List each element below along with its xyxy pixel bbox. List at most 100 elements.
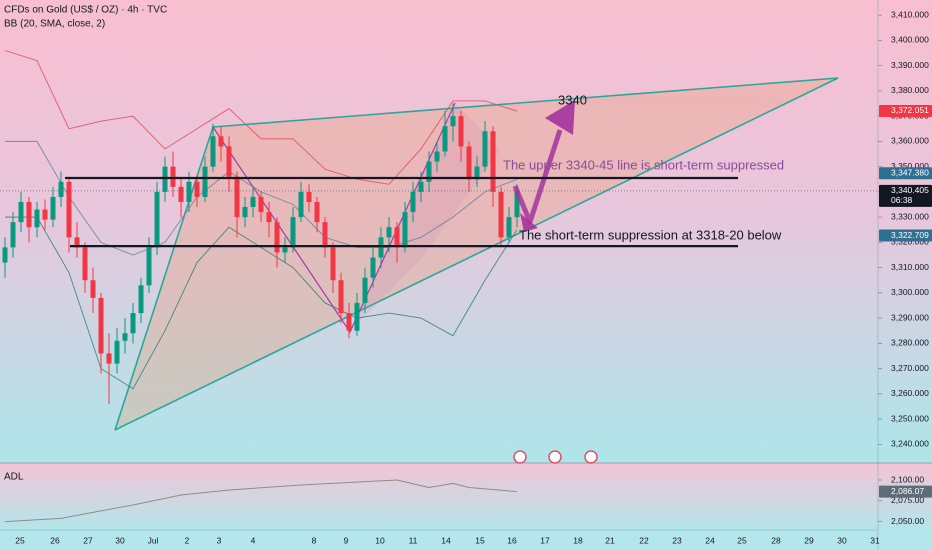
- adl-pane: [0, 463, 932, 530]
- y-tick-label: 3,350.000: [891, 161, 929, 171]
- bollinger-band: [5, 216, 518, 390]
- candle-body: [98, 297, 104, 354]
- x-tick-label: 4: [251, 535, 256, 545]
- candle-body: [402, 212, 408, 248]
- wedge-lower: [114, 77, 839, 431]
- candle-body: [266, 212, 272, 223]
- candle-body: [138, 285, 144, 314]
- candle-body: [218, 136, 224, 147]
- candle-body: [378, 237, 384, 258]
- candle-body: [146, 247, 152, 286]
- candle-body: [370, 257, 376, 278]
- candle-body: [66, 181, 72, 238]
- candle-body: [170, 166, 176, 187]
- y-tick-label: 3,300.000: [891, 287, 929, 297]
- bollinger-band: [4, 50, 518, 185]
- candle-body: [90, 280, 96, 298]
- adl-tick-label: 2,075.00: [891, 495, 924, 505]
- x-tick-label: 31: [870, 535, 880, 545]
- candle-body: [282, 247, 288, 253]
- candle-body: [186, 181, 192, 202]
- x-tick-label: Jul: [148, 535, 159, 545]
- candle-body: [34, 209, 40, 228]
- y-tick-label: 3,400.000: [891, 35, 929, 45]
- candle-body: [10, 222, 16, 248]
- y-tick-label: 3,380.000: [891, 85, 929, 95]
- candle-body: [226, 146, 232, 177]
- adl-tick-label: 2,050.00: [891, 516, 924, 526]
- candle-body: [178, 186, 184, 202]
- plot: [2, 50, 520, 404]
- y-tick-label: 3,360.000: [891, 136, 929, 146]
- price-label-box: [879, 184, 932, 207]
- candle-body: [234, 176, 240, 218]
- annotation: 3340: [558, 92, 587, 107]
- y-tick-label: 3,240.000: [891, 439, 929, 449]
- price-label-box: [879, 104, 932, 117]
- x-tick-label: 21: [605, 535, 615, 545]
- candle-body: [50, 196, 56, 220]
- candle-body: [210, 136, 216, 167]
- candle-body: [130, 313, 136, 334]
- candle-body: [346, 313, 352, 331]
- candle-body: [482, 131, 488, 167]
- candle-body: [274, 222, 280, 253]
- zigzag: [212, 102, 456, 334]
- y-tick-label: 3,270.000: [891, 363, 929, 373]
- x-tick-label: 14: [441, 535, 451, 545]
- candle-body: [202, 166, 208, 197]
- y-tick-label: 3,330.000: [891, 211, 929, 221]
- candle-body: [466, 146, 472, 180]
- candle-body: [450, 116, 456, 127]
- candle-body: [474, 166, 480, 180]
- candle-body: [42, 209, 48, 220]
- countdown: 06:38: [891, 195, 913, 205]
- candle-body: [74, 237, 80, 248]
- y-tick-label: 3,250.000: [891, 413, 929, 423]
- x-tick-label: 18: [573, 535, 583, 545]
- y-tick-label: 3,280.000: [891, 338, 929, 348]
- y-tick-label: 3,310.000: [891, 262, 929, 272]
- candle-body: [386, 227, 392, 238]
- candle-body: [506, 217, 512, 238]
- candle-body: [322, 222, 328, 248]
- candle-body: [338, 280, 344, 314]
- candle-body: [314, 201, 320, 223]
- adl-title: ADL: [4, 472, 24, 483]
- arrow-head: [545, 100, 575, 135]
- candle-body: [426, 161, 432, 182]
- x-tick-label: 25: [737, 535, 747, 545]
- x-tick-label: 17: [540, 535, 550, 545]
- x-tick-label: 26: [50, 535, 60, 545]
- zigzag-fill: [350, 103, 500, 332]
- candle-body: [442, 126, 448, 152]
- candle-body: [490, 131, 496, 192]
- candle-body: [306, 191, 312, 202]
- price-label: 3,322.709: [891, 230, 929, 240]
- x-tick-label: 2: [185, 535, 190, 545]
- price-label: 3,347.380: [891, 167, 929, 177]
- x-tick-label: 30: [115, 535, 125, 545]
- x-tick-label: 15: [475, 535, 485, 545]
- adl-tick-label: 2,100.00: [891, 474, 924, 484]
- candle-body: [394, 227, 400, 248]
- x-tick-label: 8: [312, 535, 317, 545]
- time-axis: [0, 530, 932, 550]
- candle-body: [194, 181, 200, 197]
- y-tick-label: 3,390.000: [891, 60, 929, 70]
- adl-last-box: [879, 485, 932, 498]
- candle-body: [410, 191, 416, 213]
- candle-body: [354, 302, 360, 331]
- adl-line: [4, 479, 518, 523]
- candle-body: [26, 201, 32, 228]
- x-tick-label: 24: [705, 535, 715, 545]
- candle-body: [122, 333, 128, 341]
- candle-body: [114, 340, 120, 364]
- x-tick-label: 25: [15, 535, 25, 545]
- x-tick-label: 22: [639, 535, 649, 545]
- candle-body: [106, 353, 112, 364]
- candle-body: [330, 247, 336, 281]
- arrow-head-down: [520, 213, 538, 232]
- price-label-box: [879, 167, 932, 180]
- candle-body: [418, 181, 424, 192]
